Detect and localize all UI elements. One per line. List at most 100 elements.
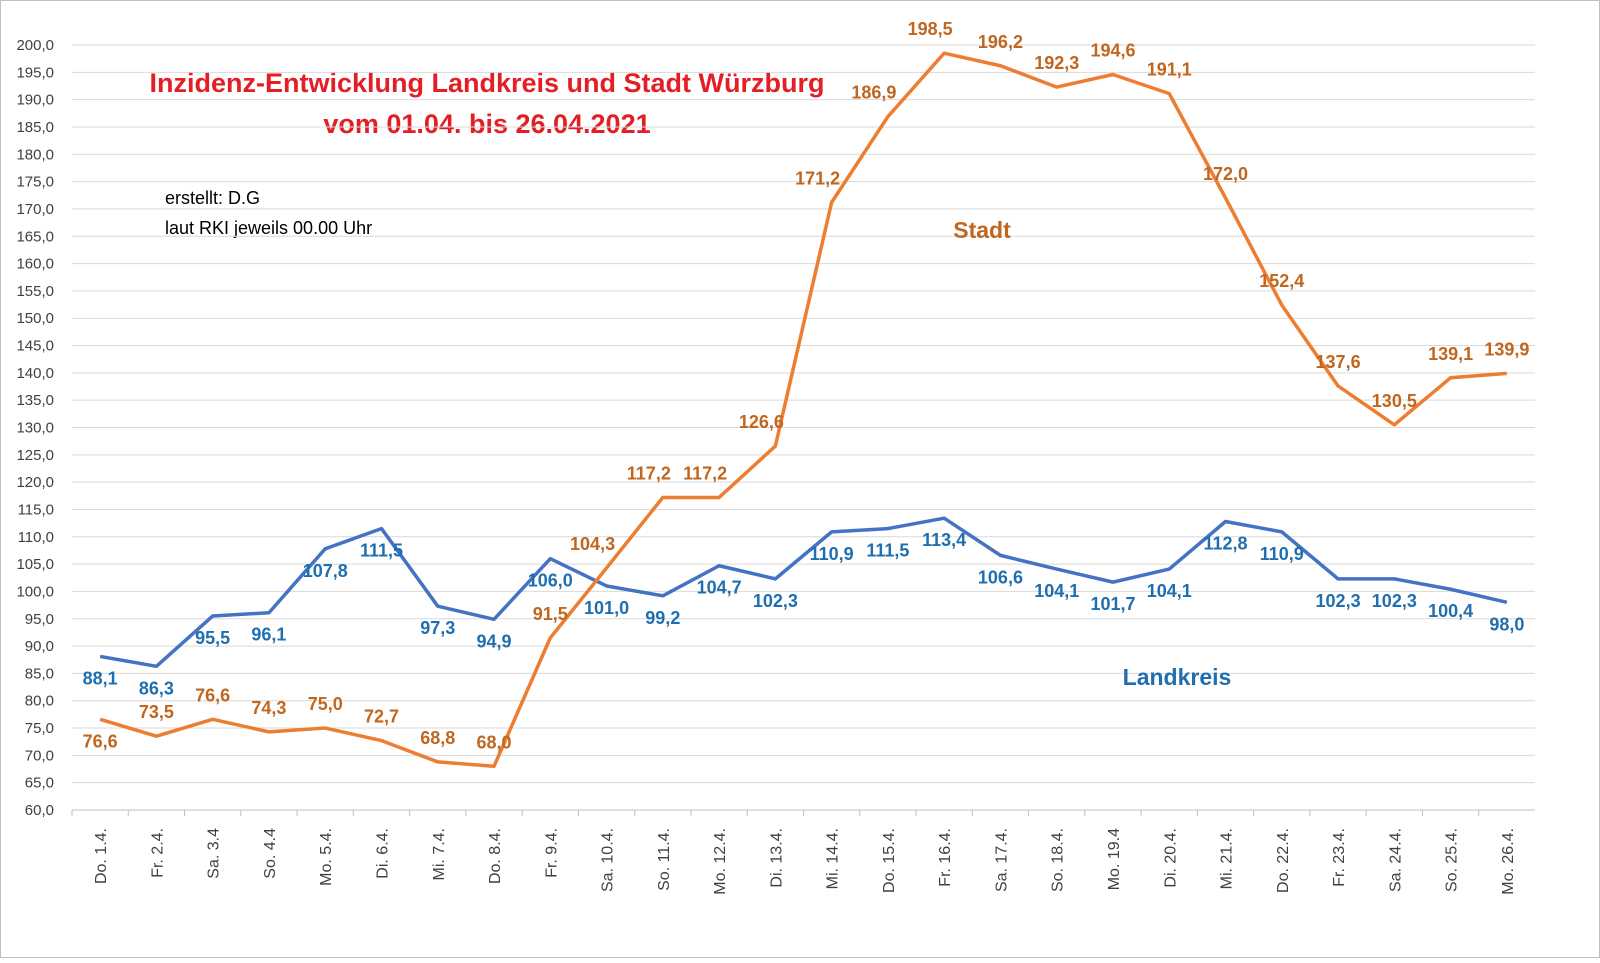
y-tick-label: 75,0 [25, 720, 54, 737]
x-tick-label: So. 18.4. [1050, 828, 1067, 892]
y-tick-label: 70,0 [25, 747, 54, 764]
data-label: 194,6 [1090, 41, 1135, 61]
x-tick-label: Sa. 24.4. [1387, 828, 1404, 892]
x-tick-label: Mo. 19.4 [1106, 828, 1123, 890]
y-tick-label: 60,0 [25, 802, 54, 819]
data-label: 95,5 [195, 628, 230, 648]
x-tick-label: Mo. 26.4. [1500, 828, 1517, 895]
data-label: 99,2 [645, 608, 680, 628]
y-tick-label: 105,0 [16, 556, 54, 573]
data-label: 72,7 [364, 707, 399, 727]
y-tick-label: 120,0 [16, 474, 54, 491]
data-label: 126,6 [739, 412, 784, 432]
y-tick-label: 160,0 [16, 256, 54, 273]
data-label: 107,8 [303, 561, 348, 581]
chart-title: Inzidenz-Entwicklung Landkreis und Stadt… [150, 68, 825, 98]
data-label: 106,0 [528, 571, 573, 591]
y-tick-label: 155,0 [16, 283, 54, 300]
data-label: 152,4 [1259, 271, 1304, 291]
y-tick-label: 135,0 [16, 392, 54, 409]
x-tick-label: Mi. 14.4. [825, 828, 842, 889]
data-label: 100,4 [1428, 601, 1473, 621]
data-label: 106,6 [978, 567, 1023, 587]
data-label: 91,5 [533, 604, 568, 624]
data-label: 139,9 [1484, 339, 1529, 359]
data-label: 98,0 [1489, 614, 1524, 634]
y-tick-label: 125,0 [16, 447, 54, 464]
data-label: 110,9 [810, 544, 854, 564]
y-tick-label: 130,0 [16, 420, 54, 437]
data-label: 68,8 [420, 728, 455, 748]
data-label: 192,3 [1034, 53, 1079, 73]
data-label: 171,2 [795, 168, 840, 188]
data-label: 186,9 [851, 83, 896, 103]
y-tick-label: 140,0 [16, 365, 54, 382]
x-tick-label: Sa. 10.4. [600, 828, 617, 892]
data-label: 102,3 [1372, 591, 1417, 611]
data-label: 96,1 [251, 625, 286, 645]
data-label: 102,3 [1316, 591, 1361, 611]
x-tick-label: Sa. 17.4. [993, 828, 1010, 892]
data-label: 196,2 [978, 32, 1023, 52]
data-label: 76,6 [195, 685, 230, 705]
data-label: 172,0 [1203, 164, 1248, 184]
x-tick-label: Fr. 16.4. [937, 828, 954, 887]
x-tick-label: So. 11.4. [656, 828, 673, 891]
data-label: 102,3 [753, 591, 798, 611]
data-label: 130,5 [1372, 391, 1417, 411]
data-label: 97,3 [420, 618, 455, 638]
x-tick-label: So. 25.4. [1444, 828, 1461, 892]
y-tick-label: 95,0 [25, 611, 54, 628]
x-tick-label: Mi. 7.4. [431, 828, 448, 880]
series-line [99, 51, 1508, 769]
series-name: Stadt [953, 217, 1011, 243]
x-tick-label: Di. 20.4. [1162, 828, 1179, 888]
y-tick-label: 170,0 [16, 201, 54, 218]
y-tick-label: 165,0 [16, 228, 54, 245]
data-label: 68,0 [476, 732, 511, 752]
y-tick-label: 80,0 [25, 693, 54, 710]
annotation: laut RKI jeweils 00.00 Uhr [165, 218, 372, 238]
data-label: 104,1 [1147, 581, 1192, 601]
data-label: 104,3 [570, 534, 615, 554]
data-label: 139,1 [1428, 344, 1473, 364]
x-tick-label: Mi. 21.4. [1219, 828, 1236, 889]
x-tick-label: Sa. 3.4 [206, 828, 223, 879]
data-label: 191,1 [1147, 60, 1192, 80]
y-tick-label: 145,0 [16, 338, 54, 355]
data-label: 88,1 [83, 668, 118, 688]
annotation: erstellt: D.G [165, 188, 260, 208]
y-tick-label: 115,0 [18, 501, 54, 518]
y-tick-label: 110,0 [18, 529, 54, 546]
data-label: 75,0 [308, 694, 343, 714]
x-tick-label: Do. 8.4. [487, 828, 504, 884]
x-tick-label: Do. 1.4. [93, 828, 110, 884]
y-tick-label: 175,0 [16, 174, 54, 191]
data-label: 137,6 [1316, 352, 1361, 372]
y-tick-label: 195,0 [16, 64, 54, 81]
series-line [99, 516, 1508, 669]
data-label: 104,7 [697, 578, 742, 598]
x-tick-label: Di. 13.4. [768, 828, 785, 888]
x-tick-label: Mo. 5.4. [318, 828, 335, 886]
x-tick-label: Fr. 23.4. [1331, 828, 1348, 887]
data-label: 113,4 [922, 530, 966, 550]
data-label: 101,0 [584, 598, 629, 618]
data-label: 117,2 [627, 463, 671, 483]
chart-subtitle: vom 01.04. bis 26.04.2021 [323, 109, 650, 139]
data-label: 76,6 [83, 731, 118, 751]
data-label: 117,2 [683, 463, 727, 483]
series-name: Landkreis [1123, 664, 1232, 690]
y-tick-label: 90,0 [25, 638, 54, 655]
data-label: 111,5 [866, 541, 909, 561]
y-tick-label: 185,0 [16, 119, 54, 136]
y-tick-label: 65,0 [25, 775, 54, 792]
y-tick-label: 190,0 [16, 92, 54, 109]
data-label: 101,7 [1090, 594, 1135, 614]
y-tick-label: 180,0 [16, 146, 54, 163]
x-tick-label: Fr. 9.4. [543, 828, 560, 878]
x-tick-label: Mo. 12.4. [712, 828, 729, 895]
data-label: 86,3 [139, 678, 174, 698]
